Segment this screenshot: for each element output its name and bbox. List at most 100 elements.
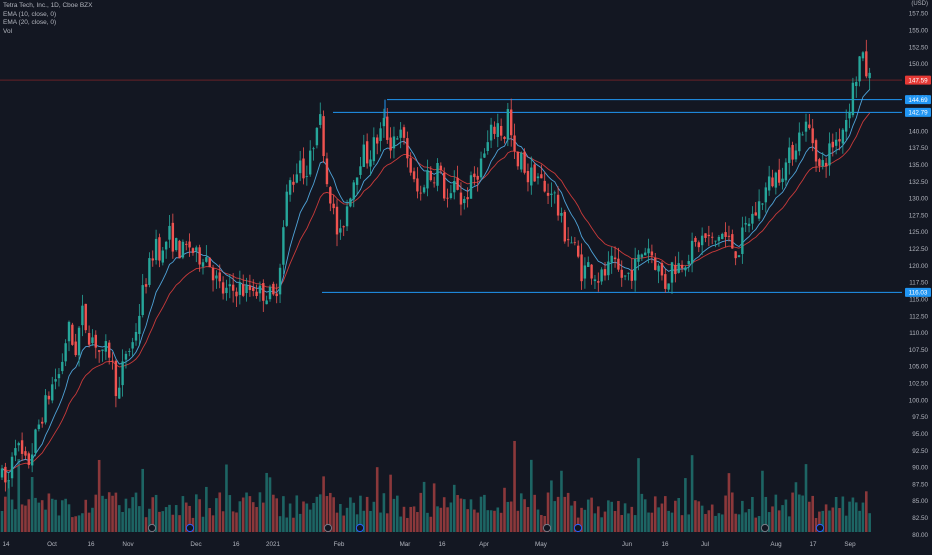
candle-body — [191, 248, 195, 253]
candle-body — [801, 134, 804, 136]
candle-body — [124, 353, 128, 360]
volume-bar — [372, 501, 376, 532]
candle-body — [178, 240, 181, 259]
candle-body — [600, 269, 603, 282]
candle-body — [587, 262, 590, 267]
candle-body — [623, 275, 627, 277]
volume-bar — [757, 516, 761, 532]
volume-bar — [369, 510, 372, 532]
candle-body — [41, 421, 44, 424]
volume-bar — [278, 516, 282, 532]
candle-body — [526, 171, 530, 183]
candle-body — [134, 331, 138, 341]
volume-bar — [717, 513, 721, 532]
volume-bar — [687, 514, 691, 532]
volume-bar — [262, 502, 265, 532]
volume-bar — [496, 507, 500, 532]
volume-bar — [231, 511, 235, 532]
volume-bar — [513, 440, 516, 532]
volume-bar — [523, 499, 526, 532]
candle-body — [339, 228, 342, 233]
candle-body — [30, 454, 34, 466]
volume-bar — [64, 498, 67, 532]
volume-bar — [647, 512, 650, 532]
candle-body — [466, 197, 469, 200]
volume-bar — [77, 515, 81, 532]
volume-bar — [322, 476, 325, 532]
volume-bar — [332, 497, 335, 532]
volume-bar — [808, 501, 811, 532]
volume-bar — [265, 472, 268, 532]
volume-bar — [402, 506, 406, 532]
candle-body — [406, 138, 409, 159]
candle-body — [831, 141, 834, 148]
volume-bar — [432, 483, 436, 532]
candle-body — [697, 242, 700, 248]
candle-body — [4, 466, 7, 483]
volume-bar — [128, 508, 131, 532]
volume-bar — [791, 492, 794, 532]
candle-body — [543, 180, 546, 192]
volume-bar — [704, 513, 707, 532]
candle-body — [282, 227, 285, 265]
volume-bar — [305, 503, 309, 532]
volume-bar — [731, 492, 734, 532]
candle-body — [319, 114, 322, 125]
volume-bar — [325, 496, 329, 532]
candle-body — [329, 187, 332, 204]
volume-bar — [546, 492, 550, 532]
volume-bar — [590, 497, 593, 532]
candle-body — [185, 243, 188, 245]
candle-body — [302, 158, 305, 179]
y-axis-unit: (USD) — [911, 1, 928, 7]
volume-bar — [285, 517, 289, 532]
volume-bar — [184, 502, 188, 532]
candle-body — [463, 198, 466, 204]
x-tick-label: Apr — [479, 541, 489, 548]
candle-body — [171, 222, 175, 252]
volume-bar — [844, 515, 848, 532]
volume-bar — [268, 477, 272, 532]
candle-body — [744, 223, 747, 225]
level-price-label: 142.79 — [908, 110, 928, 117]
candle-body — [791, 144, 794, 160]
candle-body — [707, 234, 711, 237]
candle-body — [144, 284, 148, 287]
volume-bar — [664, 496, 667, 532]
volume-bar — [312, 502, 315, 532]
volume-bar — [446, 507, 449, 532]
candle-body — [164, 241, 168, 250]
candle-body — [499, 125, 503, 136]
candle-body — [664, 274, 667, 289]
candle-body — [419, 192, 422, 194]
x-tick-label: 16 — [87, 541, 95, 548]
candle-body — [865, 51, 868, 77]
volume-bar — [677, 497, 680, 532]
candle-body — [215, 275, 218, 279]
volume-bar — [121, 511, 124, 532]
volume-bar — [503, 487, 506, 532]
volume-bar — [385, 513, 389, 532]
candle-body — [376, 137, 379, 144]
volume-bar — [650, 512, 654, 532]
candle-body — [443, 172, 446, 199]
volume-bar — [553, 501, 557, 532]
volume-bar — [530, 459, 533, 532]
volume-bar — [603, 511, 607, 532]
volume-bar — [674, 500, 677, 532]
candle-body — [416, 178, 419, 192]
candle-body — [821, 160, 824, 167]
volume-bar — [509, 501, 513, 532]
candle-body — [784, 162, 788, 181]
volume-bar — [221, 511, 225, 532]
candle-body — [242, 284, 245, 296]
candle-body — [255, 291, 258, 296]
volume-bar — [228, 495, 232, 532]
volume-bar — [469, 499, 473, 532]
volume-bar — [251, 502, 255, 532]
candle-body — [657, 265, 660, 272]
candle-body — [811, 128, 814, 144]
volume-bar — [248, 496, 252, 532]
volume-bar — [854, 502, 858, 532]
